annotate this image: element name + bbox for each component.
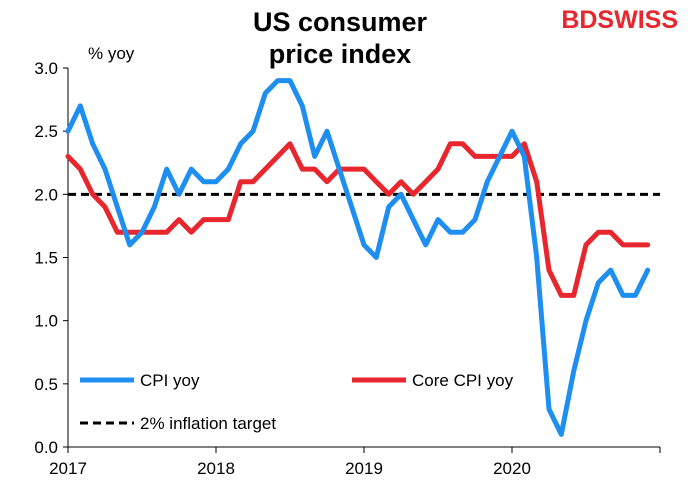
y-tick-label: 2.0 bbox=[34, 185, 58, 204]
y-tick-label: 3.0 bbox=[34, 59, 58, 78]
x-tick-label: 2017 bbox=[49, 459, 87, 478]
logo-part-swiss: SWISS bbox=[597, 6, 678, 34]
cpi-yoy-line bbox=[65, 78, 651, 437]
y-tick-label: 2.5 bbox=[34, 122, 58, 141]
bdswiss-logo: BDSWISS bbox=[561, 6, 678, 35]
logo-part-bd: BD bbox=[561, 6, 598, 34]
legend-core-cpi-label: Core CPI yoy bbox=[412, 371, 514, 390]
title-line-1: US consumer bbox=[252, 7, 428, 37]
x-tick-label: 2018 bbox=[197, 459, 235, 478]
x-tick-label: 2019 bbox=[345, 459, 383, 478]
chart-title: US consumer price index bbox=[170, 6, 510, 70]
y-axis-label: % yoy bbox=[88, 44, 135, 63]
y-tick-label: 0.5 bbox=[34, 375, 58, 394]
legend-cpi-label: CPI yoy bbox=[140, 371, 200, 390]
y-tick-label: 1.0 bbox=[34, 312, 58, 331]
y-tick-label: 0.0 bbox=[34, 438, 58, 457]
title-line-2: price index bbox=[268, 39, 412, 69]
x-tick-label: 2020 bbox=[493, 459, 531, 478]
legend-target-label: 2% inflation target bbox=[140, 414, 276, 433]
core-cpi-yoy-line bbox=[65, 141, 651, 298]
y-tick-label: 1.5 bbox=[34, 249, 58, 268]
